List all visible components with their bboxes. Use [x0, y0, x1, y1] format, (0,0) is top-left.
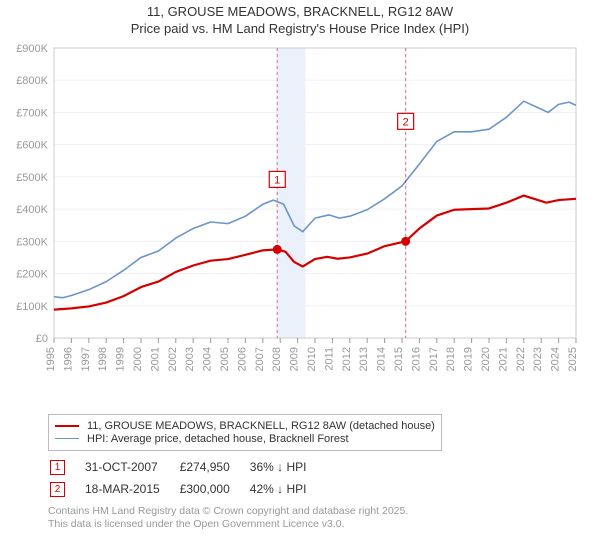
legend-swatch: [55, 425, 79, 427]
svg-text:2004: 2004: [202, 347, 214, 371]
title-line2: Price paid vs. HM Land Registry's House …: [10, 21, 590, 38]
svg-text:2015: 2015: [393, 347, 405, 371]
svg-text:2025: 2025: [567, 347, 579, 371]
svg-text:2023: 2023: [532, 347, 544, 371]
table-row: 1 31-OCT-2007£274,95036% ↓ HPI: [50, 457, 324, 477]
svg-text:£400K: £400K: [16, 204, 48, 216]
svg-text:2014: 2014: [376, 347, 388, 371]
svg-text:2008: 2008: [271, 347, 283, 371]
annotation-marker: 2: [50, 482, 65, 497]
svg-text:2020: 2020: [480, 347, 492, 371]
svg-text:2006: 2006: [236, 347, 248, 371]
legend-swatch: [55, 438, 79, 439]
svg-text:£800K: £800K: [16, 75, 48, 87]
svg-text:£500K: £500K: [16, 172, 48, 184]
svg-text:2024: 2024: [550, 347, 562, 371]
chart-title: 11, GROUSE MEADOWS, BRACKNELL, RG12 8AW …: [10, 4, 590, 38]
svg-text:2013: 2013: [358, 347, 370, 371]
svg-text:2021: 2021: [497, 347, 509, 371]
svg-text:£0: £0: [36, 333, 48, 345]
svg-text:1: 1: [274, 174, 280, 186]
svg-text:2001: 2001: [149, 347, 161, 371]
svg-text:2: 2: [403, 116, 409, 128]
legend-row: HPI: Average price, detached house, Brac…: [55, 433, 435, 445]
svg-text:2010: 2010: [306, 347, 318, 371]
annotation-date: 31-OCT-2007: [85, 457, 178, 477]
annotation-delta: 36% ↓ HPI: [250, 457, 325, 477]
svg-text:1996: 1996: [62, 347, 74, 371]
svg-text:2000: 2000: [132, 347, 144, 371]
svg-text:£900K: £900K: [16, 43, 48, 55]
legend-label: 11, GROUSE MEADOWS, BRACKNELL, RG12 8AW …: [87, 420, 435, 432]
svg-text:2011: 2011: [323, 347, 335, 371]
copyright-text: Contains HM Land Registry data © Crown c…: [48, 505, 590, 532]
svg-text:2009: 2009: [289, 347, 301, 371]
svg-text:2003: 2003: [184, 347, 196, 371]
svg-text:2016: 2016: [410, 347, 422, 371]
annotation-price: £300,000: [180, 479, 248, 499]
line-chart-svg: £0 £100K £200K £300K £400K £500K £600K £700K £80…: [10, 38, 580, 408]
svg-text:2018: 2018: [445, 347, 457, 371]
svg-text:£700K: £700K: [16, 107, 48, 119]
annotation-table: 1 31-OCT-2007£274,95036% ↓ HPI 2 18-MAR-201…: [48, 455, 326, 501]
copyright-line1: Contains HM Land Registry data © Crown c…: [48, 505, 590, 519]
svg-text:£200K: £200K: [16, 268, 48, 280]
svg-text:2002: 2002: [167, 347, 179, 371]
svg-text:2012: 2012: [341, 347, 353, 371]
title-line1: 11, GROUSE MEADOWS, BRACKNELL, RG12 8AW: [10, 4, 590, 21]
svg-text:2017: 2017: [428, 347, 440, 371]
annotation-price: £274,950: [180, 457, 248, 477]
svg-text:£100K: £100K: [16, 301, 48, 313]
legend-label: HPI: Average price, detached house, Brac…: [87, 433, 349, 445]
svg-text:1998: 1998: [97, 347, 109, 371]
svg-text:£600K: £600K: [16, 139, 48, 151]
legend-box: 11, GROUSE MEADOWS, BRACKNELL, RG12 8AW …: [48, 414, 442, 451]
svg-text:1995: 1995: [45, 347, 57, 371]
svg-text:2007: 2007: [254, 347, 266, 371]
svg-text:1999: 1999: [115, 347, 127, 371]
svg-text:1997: 1997: [80, 347, 92, 371]
svg-text:£300K: £300K: [16, 236, 48, 248]
copyright-line2: This data is licensed under the Open Gov…: [48, 518, 590, 532]
svg-text:2005: 2005: [219, 347, 231, 371]
svg-text:2019: 2019: [463, 347, 475, 371]
svg-text:2022: 2022: [515, 347, 527, 371]
annotation-date: 18-MAR-2015: [85, 479, 178, 499]
legend-row: 11, GROUSE MEADOWS, BRACKNELL, RG12 8AW …: [55, 420, 435, 432]
chart-area: £0 £100K £200K £300K £400K £500K £600K £700K £80…: [10, 38, 580, 408]
annotation-delta: 42% ↓ HPI: [250, 479, 325, 499]
annotation-marker: 1: [50, 460, 65, 475]
table-row: 2 18-MAR-2015£300,00042% ↓ HPI: [50, 479, 324, 499]
